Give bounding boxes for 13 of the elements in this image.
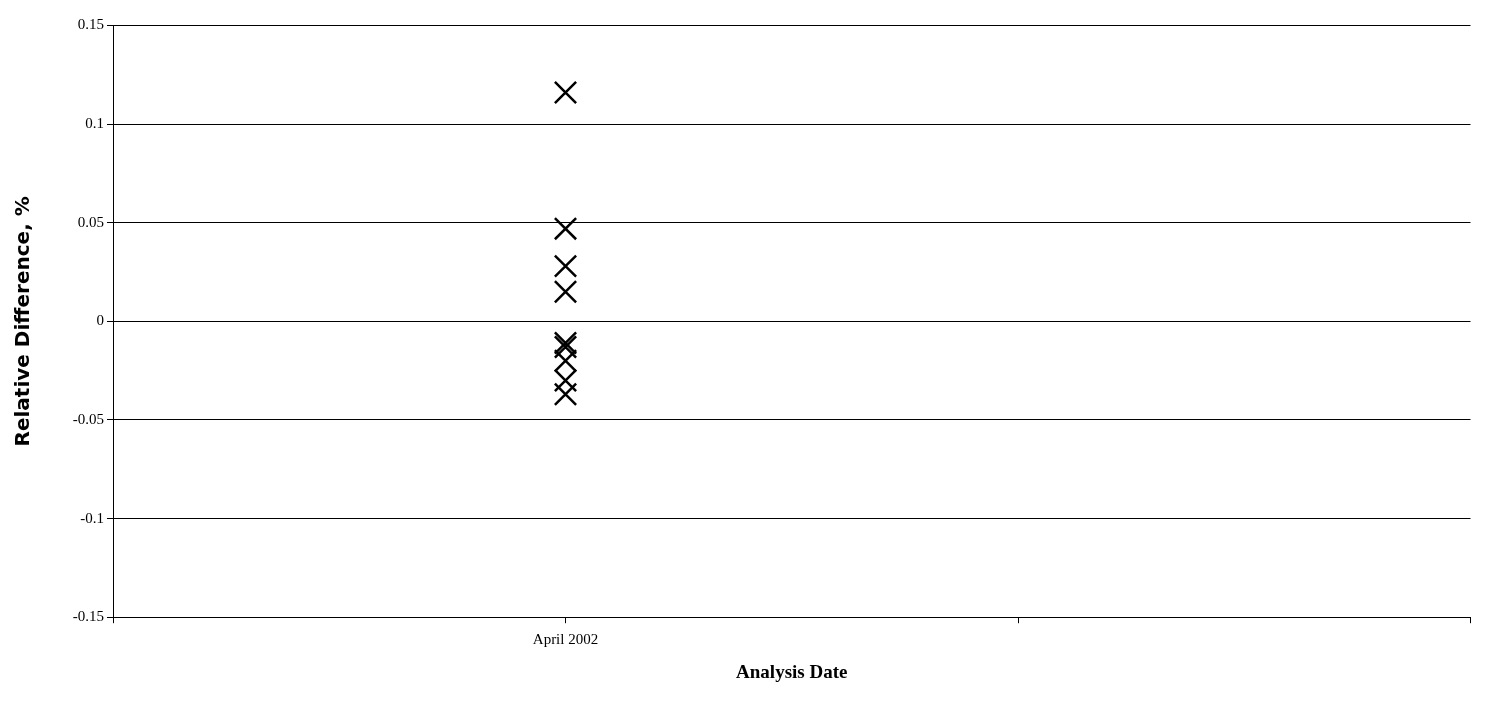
y-axis-title: Relative Difference, % — [10, 196, 35, 447]
y-tick-label: -0.1 — [80, 509, 104, 526]
point — [553, 382, 578, 407]
y-tick-label: 0 — [96, 312, 104, 329]
point — [553, 216, 578, 241]
y-tick-label: -0.05 — [72, 410, 104, 427]
point — [553, 80, 578, 105]
x-tick-label: April 2002 — [532, 631, 599, 648]
y-tick-label: 0.05 — [77, 213, 104, 230]
y-tick-label: -0.15 — [72, 608, 104, 625]
y-tick-label: 0.15 — [77, 16, 104, 33]
y-tick-label: 0.1 — [85, 115, 104, 132]
x-axis-title: Analysis Date — [736, 660, 848, 682]
